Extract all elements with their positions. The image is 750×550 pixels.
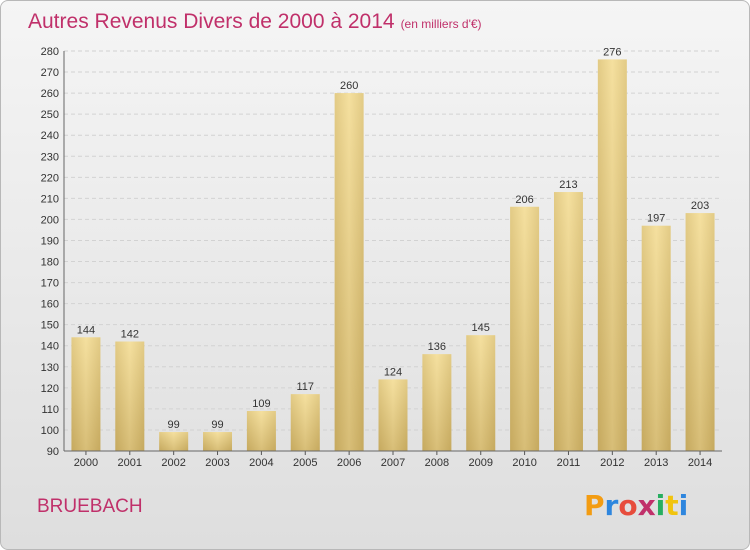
x-tick-label: 2009 xyxy=(468,457,492,469)
value-label: 260 xyxy=(340,80,358,92)
y-tick-label: 210 xyxy=(41,193,59,205)
y-tick-label: 140 xyxy=(41,341,59,353)
logo-letter: i xyxy=(678,489,689,522)
logo-letter: i xyxy=(655,489,666,522)
x-tick-label: 2011 xyxy=(557,457,581,469)
bars xyxy=(71,59,715,452)
x-tick-label: 2012 xyxy=(600,457,624,469)
y-tick-label: 240 xyxy=(41,130,59,142)
axes: 90 100 110 120 130 140 150 160 170 180 190 200 210 22… xyxy=(41,46,722,469)
x-tick-label: 2000 xyxy=(74,457,98,469)
x-tick-label: 2008 xyxy=(425,457,449,469)
logo-letter: o xyxy=(618,489,638,522)
bar-shade-2009 xyxy=(466,335,496,451)
y-tick-label: 270 xyxy=(41,67,59,79)
value-label: 213 xyxy=(559,179,577,191)
y-tick-label: 100 xyxy=(41,425,59,437)
bar-shade-2012 xyxy=(597,59,627,451)
bar-shade-2004 xyxy=(246,411,276,451)
bar-shade-2005 xyxy=(290,394,320,451)
value-label: 109 xyxy=(252,398,270,410)
x-tick-label: 2001 xyxy=(118,457,142,469)
y-tick-label: 130 xyxy=(41,362,59,374)
x-tick-label: 2013 xyxy=(644,457,668,469)
y-tick-label: 200 xyxy=(41,214,59,226)
x-tick-label: 2006 xyxy=(337,457,361,469)
x-tick-label: 2003 xyxy=(205,457,229,469)
y-tick-label: 90 xyxy=(47,446,59,458)
x-tick-label: 2002 xyxy=(161,457,185,469)
value-label: 206 xyxy=(515,194,533,206)
value-label: 99 xyxy=(211,419,223,431)
bar-shade-2007 xyxy=(378,379,408,451)
bar-shade-2013 xyxy=(641,225,671,451)
y-tick-label: 220 xyxy=(41,172,59,184)
bar-shade-2003 xyxy=(203,432,233,451)
x-tick-label: 2014 xyxy=(688,457,712,469)
y-tick-label: 160 xyxy=(41,299,59,311)
bar-shade-2001 xyxy=(115,341,145,451)
x-tick-label: 2010 xyxy=(512,457,536,469)
bar-shade-2011 xyxy=(553,192,583,452)
bar-shade-2006 xyxy=(334,93,364,452)
value-label: 142 xyxy=(121,329,139,341)
x-tick-label: 2004 xyxy=(249,457,273,469)
bar-shade-2014 xyxy=(685,213,715,451)
y-tick-label: 150 xyxy=(41,320,59,332)
y-tick-label: 280 xyxy=(41,46,59,58)
value-label: 144 xyxy=(77,324,95,336)
logo-letter: x xyxy=(637,489,656,522)
value-label: 117 xyxy=(296,381,314,393)
value-label: 136 xyxy=(428,341,446,353)
y-tick-label: 230 xyxy=(41,151,59,163)
logo-letter: t xyxy=(665,489,679,522)
value-label: 203 xyxy=(691,200,709,212)
value-label: 99 xyxy=(168,419,180,431)
bar-shade-2010 xyxy=(510,206,540,451)
value-label: 276 xyxy=(603,46,621,58)
title-subtitle: (en milliers d'€) xyxy=(400,17,482,31)
y-tick-label: 120 xyxy=(41,383,59,395)
x-tick-label: 2005 xyxy=(293,457,317,469)
y-tick-label: 180 xyxy=(41,257,59,269)
logo-letter: r xyxy=(604,489,619,522)
value-label: 124 xyxy=(384,366,402,378)
value-label: 197 xyxy=(647,213,665,225)
y-tick-label: 110 xyxy=(41,404,59,416)
proxiti-logo: Proxiti xyxy=(584,489,688,522)
bar-shade-2000 xyxy=(71,337,101,451)
title-main: Autres Revenus Divers de 2000 à 2014 xyxy=(28,10,395,33)
y-tick-label: 260 xyxy=(41,88,59,100)
chart-title: Autres Revenus Divers de 2000 à 2014 (en … xyxy=(28,10,482,34)
y-tick-label: 250 xyxy=(41,109,59,121)
location-label: BRUEBACH xyxy=(37,496,143,517)
bar-shade-2008 xyxy=(422,354,452,451)
y-tick-label: 190 xyxy=(41,235,59,247)
bar-shade-2002 xyxy=(159,432,189,451)
x-tick-label: 2007 xyxy=(381,457,405,469)
value-label: 145 xyxy=(472,322,490,334)
logo-letter: P xyxy=(584,489,605,522)
y-tick-label: 170 xyxy=(41,278,59,290)
